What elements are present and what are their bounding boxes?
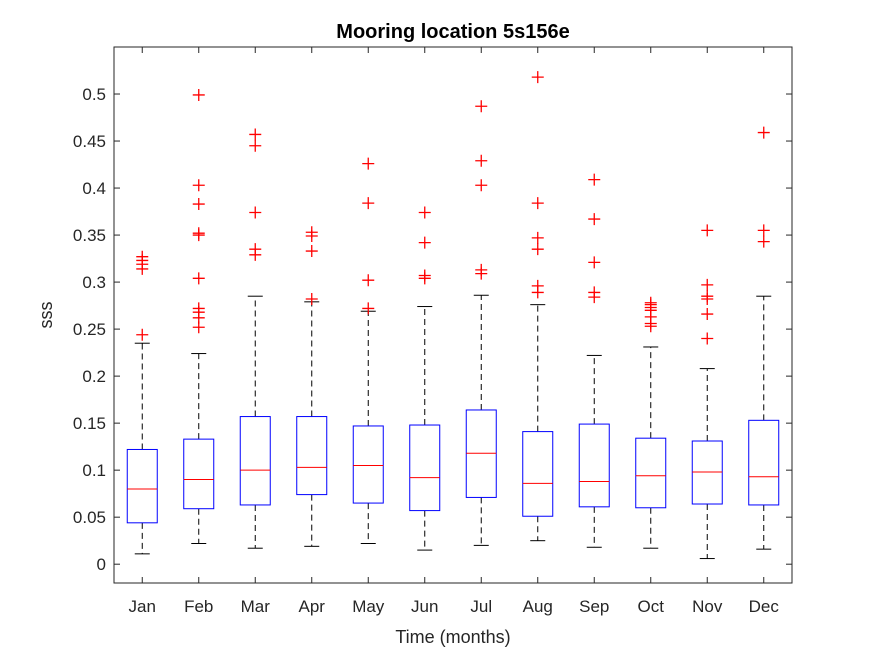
x-tick-label: Apr [299,597,326,616]
outlier-marker [418,206,431,219]
outlier-marker [192,227,205,240]
outlier-marker [588,256,601,269]
y-tick-label: 0.5 [82,85,106,104]
y-tick-label: 0 [97,555,106,574]
outlier-marker [644,296,657,309]
y-axis-label: sss [36,302,56,329]
outlier-marker [588,286,601,299]
x-tick-label: Sep [579,597,609,616]
iqr-box [296,416,328,496]
x-tick-label: Nov [692,597,723,616]
outlier-marker [136,328,149,341]
outlier-marker [757,224,770,237]
box-may [352,157,384,545]
box-sep [578,173,610,548]
outlier-marker [192,302,205,315]
outlier-marker [475,100,488,113]
x-tick-label: Jul [470,597,492,616]
y-tick-label: 0.1 [82,461,106,480]
x-tick-label: Dec [749,597,780,616]
y-tick-label: 0.25 [73,320,106,339]
outlier-marker [192,198,205,211]
box-aug [522,71,554,542]
y-tick-label: 0.05 [73,508,106,527]
plot-area [113,46,793,584]
x-tick-label: Oct [638,597,665,616]
iqr-box [239,416,271,506]
x-axis-label: Time (months) [395,627,510,647]
outlier-marker [362,274,375,287]
outlier-marker [531,231,544,244]
iqr-box [748,419,780,506]
outlier-marker [136,250,149,263]
outlier-marker [249,206,262,219]
y-tick-label: 0.4 [82,179,106,198]
outlier-marker [757,235,770,248]
outlier-marker [475,263,488,276]
box-jun [409,206,441,551]
iqr-box [352,425,384,504]
outlier-marker [362,157,375,170]
box-feb [183,88,215,545]
x-tick-label: Jan [129,597,156,616]
box-nov [691,224,723,560]
outlier-marker [475,154,488,167]
outlier-marker [418,269,431,282]
x-tick-label: Mar [241,597,271,616]
outlier-marker [249,139,262,152]
outlier-marker [249,243,262,256]
outlier-marker [362,197,375,210]
outlier-marker [305,293,318,306]
axis-ticks: 0 0.05 0.1 0.15 0.2 0.25 0.3 0.35 0.4 0.45 0.5 Jan F… [73,47,792,616]
outlier-marker [531,243,544,256]
iqr-box [635,437,667,509]
outlier-marker [305,245,318,258]
outlier-marker [418,236,431,249]
box-jul [465,100,497,546]
outlier-marker [305,226,318,239]
outlier-marker [475,179,488,192]
outlier-marker [757,126,770,139]
outlier-marker [249,128,262,141]
outlier-marker [192,179,205,192]
outlier-marker [192,272,205,285]
iqr-box [126,448,158,524]
outlier-marker [701,224,714,237]
x-tick-label: May [352,597,385,616]
y-tick-label: 0.35 [73,226,106,245]
outlier-marker [531,197,544,210]
x-tick-label: Jun [411,597,438,616]
x-tick-label: Aug [523,597,553,616]
iqr-box [578,423,610,508]
outlier-marker [701,290,714,303]
box-jan [126,250,158,555]
chart-title: Mooring location 5s156e [336,21,569,43]
box-oct [635,296,667,549]
outlier-marker [588,173,601,186]
outlier-marker [588,213,601,226]
outlier-marker [362,302,375,315]
box-marks [126,71,780,560]
box-mar [239,128,271,549]
iqr-box [183,438,215,510]
y-tick-label: 0.15 [73,414,106,433]
outlier-marker [192,88,205,101]
x-tick-label: Feb [184,597,213,616]
outlier-marker [531,279,544,292]
outlier-marker [701,278,714,291]
box-dec [748,126,780,550]
y-tick-label: 0.2 [82,367,106,386]
y-tick-label: 0.3 [82,273,106,292]
outlier-marker [701,332,714,345]
iqr-box [409,424,441,512]
box-apr [296,226,328,547]
y-tick-label: 0.45 [73,132,106,151]
outlier-marker [531,71,544,84]
iqr-box [522,431,554,517]
outlier-marker [701,308,714,321]
